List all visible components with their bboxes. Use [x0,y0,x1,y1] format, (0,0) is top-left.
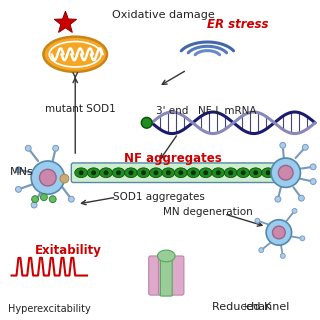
Text: MNs: MNs [10,167,33,177]
Ellipse shape [44,36,107,72]
Ellipse shape [278,165,293,180]
Ellipse shape [141,117,152,128]
Ellipse shape [87,168,100,178]
Ellipse shape [49,196,56,203]
Text: NF aggregates: NF aggregates [124,152,222,164]
Text: SOD1 aggregates: SOD1 aggregates [113,192,204,202]
Ellipse shape [203,170,208,175]
Ellipse shape [199,168,212,178]
FancyBboxPatch shape [149,256,164,295]
Ellipse shape [129,170,133,175]
Text: mutant SOD1: mutant SOD1 [45,104,116,114]
Ellipse shape [237,168,250,178]
Ellipse shape [32,196,38,203]
Ellipse shape [166,170,171,175]
Text: 3' end: 3' end [156,106,189,116]
Ellipse shape [15,187,21,192]
Ellipse shape [253,170,258,175]
Text: Reduced K: Reduced K [212,302,272,312]
Ellipse shape [178,170,183,175]
Polygon shape [54,11,76,32]
Ellipse shape [157,250,175,262]
Ellipse shape [124,168,137,178]
Ellipse shape [91,170,96,175]
Ellipse shape [53,145,59,151]
Ellipse shape [310,179,316,184]
Ellipse shape [191,170,196,175]
FancyBboxPatch shape [71,163,278,182]
Ellipse shape [302,144,308,150]
Ellipse shape [162,168,175,178]
FancyBboxPatch shape [158,256,174,295]
Ellipse shape [31,161,64,194]
Ellipse shape [141,170,146,175]
Ellipse shape [216,170,221,175]
Text: channel: channel [245,302,290,312]
Ellipse shape [259,248,264,252]
Ellipse shape [310,164,316,170]
Text: ER stress: ER stress [207,18,268,31]
Text: Hyperexcitability: Hyperexcitability [8,304,91,314]
Ellipse shape [68,196,74,202]
Ellipse shape [249,168,262,178]
Ellipse shape [25,145,31,151]
Ellipse shape [292,208,297,213]
Ellipse shape [241,170,246,175]
Ellipse shape [137,168,150,178]
Text: Exitability: Exitability [35,244,102,257]
Ellipse shape [75,168,87,178]
Text: Oxidative damage: Oxidative damage [112,10,215,20]
Ellipse shape [100,168,112,178]
Ellipse shape [212,168,225,178]
Ellipse shape [262,168,275,178]
Ellipse shape [174,168,187,178]
Ellipse shape [299,195,304,201]
Ellipse shape [228,170,233,175]
Ellipse shape [31,202,37,208]
Ellipse shape [104,170,108,175]
Text: MN degeneration: MN degeneration [163,207,252,217]
FancyBboxPatch shape [168,256,184,295]
Ellipse shape [187,168,200,178]
Ellipse shape [15,167,21,173]
Ellipse shape [40,194,47,201]
Ellipse shape [154,170,158,175]
Ellipse shape [255,218,260,223]
Ellipse shape [79,170,84,175]
Ellipse shape [116,170,121,175]
Ellipse shape [275,196,281,202]
Ellipse shape [39,169,56,186]
Text: NF-L mRNA: NF-L mRNA [198,106,256,116]
FancyBboxPatch shape [160,255,172,296]
Ellipse shape [280,253,285,258]
Ellipse shape [271,158,300,188]
Ellipse shape [280,142,286,148]
Ellipse shape [266,170,270,175]
Ellipse shape [273,226,285,239]
Text: +: + [241,302,248,311]
Ellipse shape [266,220,292,245]
Ellipse shape [60,174,69,183]
Ellipse shape [224,168,237,178]
Ellipse shape [112,168,125,178]
Ellipse shape [300,236,305,241]
Ellipse shape [149,168,162,178]
